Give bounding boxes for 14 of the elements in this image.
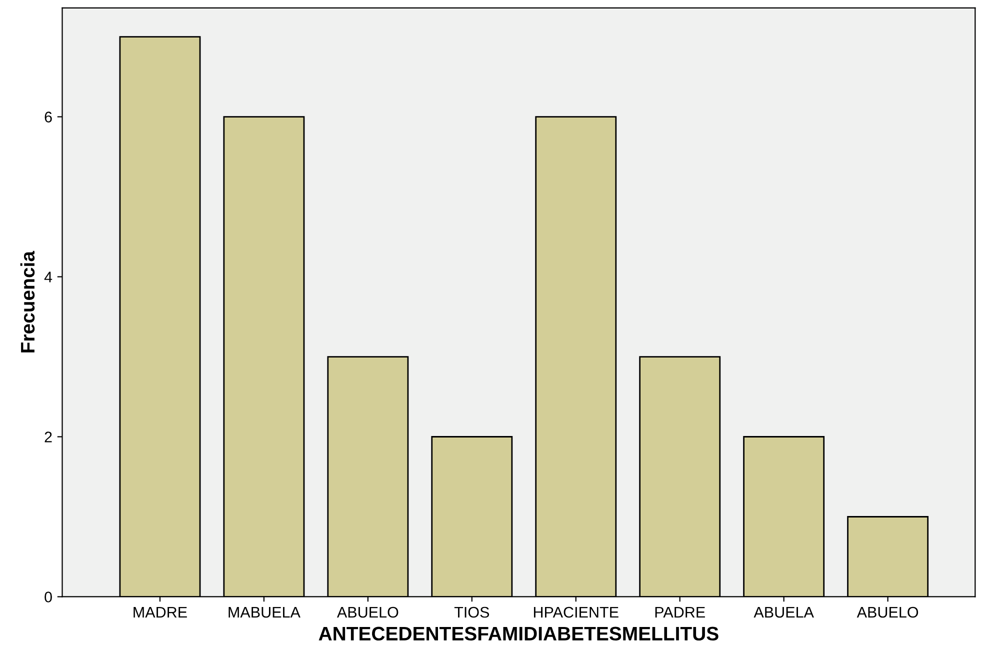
x-tick-label: HPACIENTE <box>534 606 618 618</box>
x-tick-label: PADRE <box>655 607 705 618</box>
x-tick-label: TIOS <box>454 606 490 618</box>
x-tick-label: MADRE <box>134 607 187 618</box>
x-tick-label: ABUELA <box>754 607 814 618</box>
y-tick-label: 4 <box>44 272 52 282</box>
y-tick-label: 6 <box>44 112 52 122</box>
x-tick-label: ABUELO <box>856 606 918 618</box>
x-tick-label: MABUELA <box>228 607 300 618</box>
y-axis-title: Frecuencia <box>20 250 35 352</box>
x-axis-title: ANTECEDENTESFAMIDIABETESMELLITUS <box>318 626 718 641</box>
y-tick-label: 2 <box>44 432 52 442</box>
y-tick-label: 0 <box>44 592 52 602</box>
x-tick-label: ABUELO <box>336 606 398 618</box>
